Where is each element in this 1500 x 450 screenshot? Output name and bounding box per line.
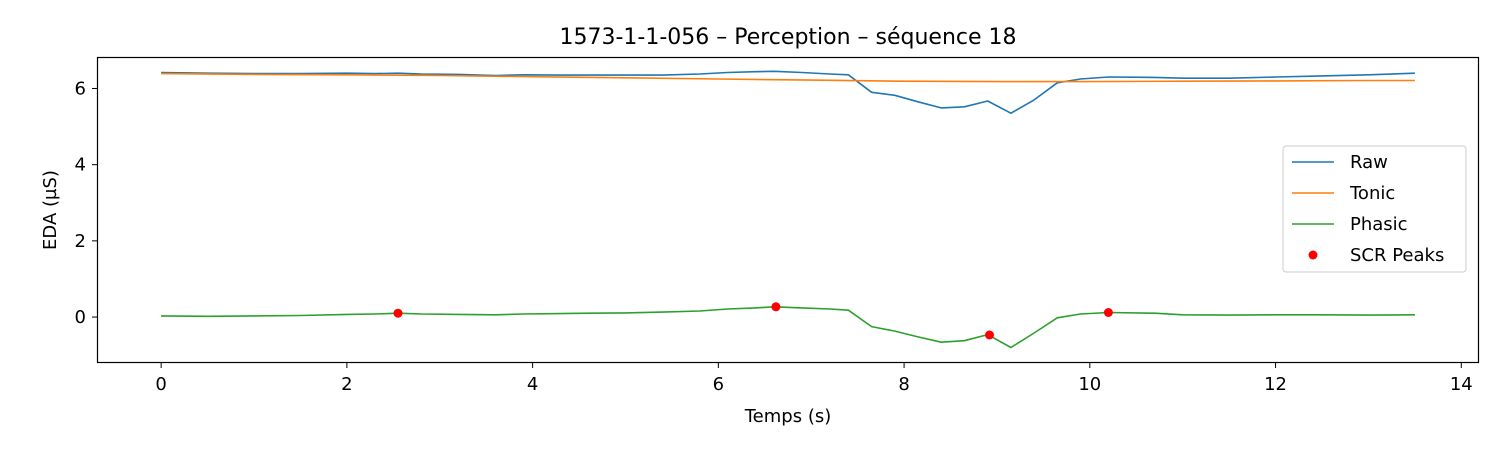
scr-peaks-layer [393, 302, 1113, 340]
chart-title: 1573-1-1-056 – Perception – séquence 18 [559, 25, 1016, 50]
plot-frame [96, 56, 1480, 364]
legend-label: Raw [1350, 152, 1388, 173]
legend-swatch-scr-peaks [1308, 250, 1318, 260]
series-line-raw [161, 70, 1415, 114]
x-tick-label: 4 [527, 374, 538, 395]
legend: Raw Tonic Phasic SCR Peaks [1282, 145, 1467, 273]
scr-peak-point [985, 330, 994, 340]
legend-entries: Raw Tonic Phasic SCR Peaks [1292, 152, 1444, 266]
y-tick-label: 2 [75, 231, 86, 252]
legend-label: Tonic [1349, 183, 1395, 204]
x-tick-label: 10 [1078, 374, 1101, 395]
plot-area [96, 56, 1480, 364]
scr-peak-point [1103, 308, 1113, 317]
x-tick-label: 2 [341, 374, 352, 395]
series-line-phasic [161, 305, 1415, 349]
y-tick-label: 0 [75, 307, 86, 328]
legend-box [1282, 145, 1467, 273]
y-axis-label: EDA (µS) [40, 170, 61, 250]
scr-peak-point [393, 308, 403, 318]
x-axis-label: Temps (s) [744, 406, 832, 427]
series-line-tonic [161, 72, 1415, 83]
y-tick-label: 4 [75, 155, 86, 176]
legend-label: Phasic [1350, 214, 1408, 235]
x-axis: 0 2 4 6 8 10 12 14 [155, 362, 1473, 395]
y-axis: 0 2 4 6 [75, 78, 98, 328]
scr-peak-point [771, 302, 781, 312]
legend-label: SCR Peaks [1350, 245, 1444, 266]
series-layer [161, 70, 1415, 349]
x-tick-label: 8 [898, 374, 909, 395]
x-tick-label: 6 [713, 374, 724, 395]
x-tick-label: 0 [155, 374, 166, 395]
x-tick-label: 14 [1450, 374, 1473, 395]
x-tick-label: 12 [1264, 374, 1287, 395]
y-tick-label: 6 [75, 78, 86, 99]
